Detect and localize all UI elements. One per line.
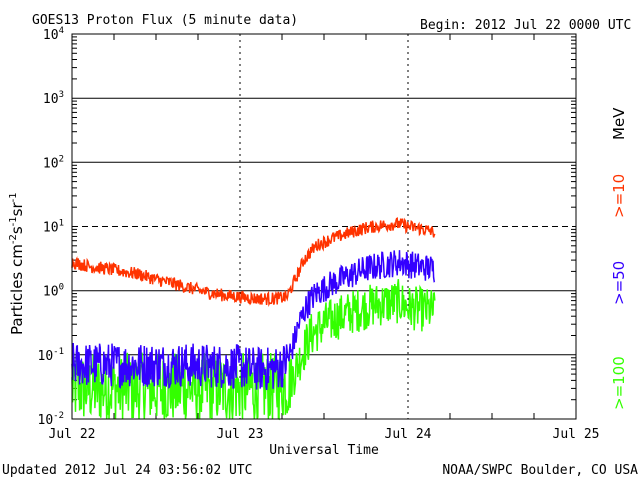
energy-unit-label: MeV bbox=[610, 107, 628, 140]
series-line-ge10 bbox=[71, 217, 436, 307]
y-axis-label: Particles cm-2s-1sr-1 bbox=[8, 192, 26, 335]
x-tick-label: Jul 24 bbox=[385, 427, 432, 442]
legend-ge100: >=100 bbox=[610, 356, 628, 410]
y-tick-label: 104 bbox=[43, 26, 64, 43]
source-label: NOAA/SWPC Boulder, CO USA bbox=[442, 463, 638, 478]
y-tick-label: 101 bbox=[43, 219, 64, 236]
plot-frame bbox=[71, 33, 577, 420]
y-tick-label: 10-1 bbox=[38, 347, 65, 364]
x-tick-label: Jul 25 bbox=[553, 427, 600, 442]
y-axis-label-exp3: -1 bbox=[8, 192, 19, 202]
chart-title: GOES13 Proton Flux (5 minute data) bbox=[32, 13, 298, 28]
legend-ge10: >=10 bbox=[610, 174, 628, 218]
y-axis-label-mid1: s bbox=[8, 226, 26, 234]
y-axis-label-exp2: -1 bbox=[8, 216, 19, 226]
y-axis-label-base: Particles cm bbox=[8, 244, 26, 335]
series-line-ge50 bbox=[71, 250, 436, 391]
x-tick-labels: Jul 22 Jul 23 Jul 24 Jul 25 bbox=[49, 427, 600, 442]
y-tick-label: 102 bbox=[43, 154, 64, 171]
y-tick-label: 103 bbox=[43, 90, 64, 107]
y-tick-label: 100 bbox=[43, 283, 64, 300]
x-axis-label: Universal Time bbox=[269, 443, 379, 458]
y-tick-labels: 104 103 102 101 100 10-1 10-2 bbox=[38, 26, 65, 428]
y-axis-label-mid2: sr bbox=[8, 202, 26, 217]
begin-label: Begin: 2012 Jul 22 0000 UTC bbox=[420, 18, 631, 33]
series-layer bbox=[71, 217, 436, 421]
legend-ge50: >=50 bbox=[610, 261, 628, 305]
x-tick-label: Jul 22 bbox=[49, 427, 96, 442]
y-tick-label: 10-2 bbox=[38, 411, 65, 428]
updated-label: Updated 2012 Jul 24 03:56:02 UTC bbox=[2, 463, 252, 478]
x-tick-label: Jul 23 bbox=[217, 427, 264, 442]
y-axis-label-exp1: -2 bbox=[8, 234, 19, 244]
